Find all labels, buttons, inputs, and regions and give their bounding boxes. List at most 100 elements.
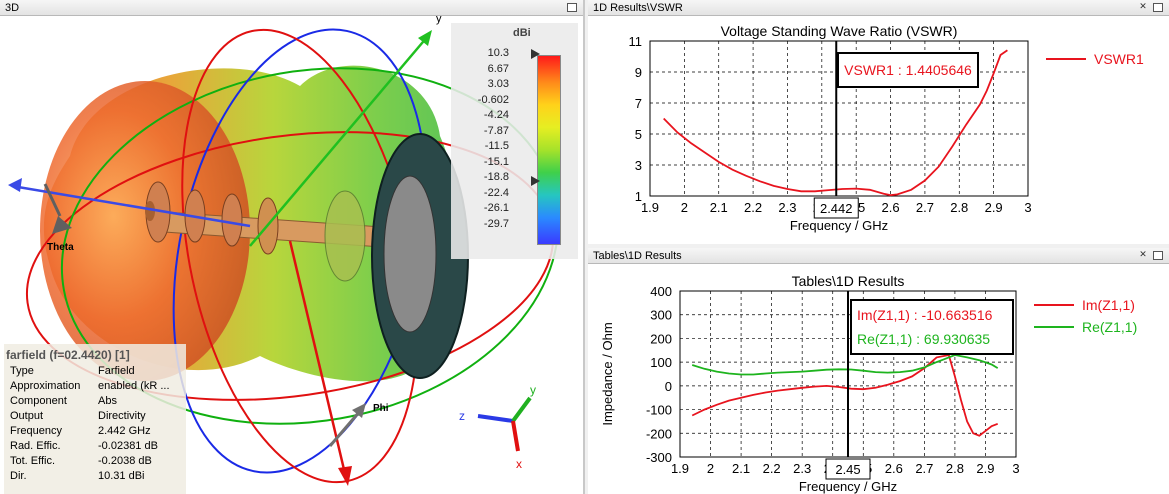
phi-arrow — [328, 410, 362, 447]
im-annotation: Im(Z1,1) : -10.663516 — [857, 307, 993, 323]
farfield-info-row: Type Farfield — [4, 364, 186, 379]
y-tick-label: 0 — [665, 379, 672, 394]
info-key: Component — [10, 395, 67, 407]
color-scale-bar — [537, 55, 561, 245]
impedance-chart[interactable]: Tables\1D Results1.922.12.22.32.42.52.62… — [588, 264, 1169, 494]
arrow-head-icon — [8, 178, 22, 192]
info-value: -0.2038 dB — [98, 455, 152, 467]
y-tick-label: 1 — [635, 189, 642, 204]
panel-titlebar-tables[interactable]: Tables\1D Results ✕ — [588, 248, 1169, 264]
maximize-icon[interactable] — [567, 3, 577, 12]
x-tick-label: 3 — [1012, 461, 1019, 476]
triad-z-axis — [477, 414, 514, 423]
farfield-3d-panel[interactable]: 3D — [0, 0, 585, 494]
series-line — [691, 353, 999, 437]
info-value: enabled (kR ... — [98, 380, 170, 392]
info-value: Farfield — [98, 365, 135, 377]
info-key: Dir. — [10, 470, 27, 482]
info-key: Rad. Effic. — [10, 440, 61, 452]
x-tick-label: 2.9 — [985, 200, 1003, 215]
legend-value: -29.7 — [483, 217, 509, 230]
farfield-info-title: farfield (f=02.4420) [1] — [6, 348, 130, 362]
x-tick-label: 3 — [1024, 200, 1031, 215]
radiation-lobe-back — [40, 81, 250, 381]
y-tick-label: 9 — [635, 65, 642, 80]
farfield-info-row: Component Abs — [4, 394, 186, 409]
info-key: Approximation — [10, 380, 81, 392]
x-tick-label: 2.2 — [744, 200, 762, 215]
panel-title-vswr: 1D Results\VSWR — [593, 2, 683, 14]
theta-arrow — [43, 183, 62, 217]
triad-y-label: y — [530, 383, 536, 397]
legend-value: -22.4 — [483, 186, 509, 199]
vswr-annotation: VSWR1 : 1.4405646 — [844, 62, 972, 78]
x-tick-label: 2.6 — [882, 200, 900, 215]
y-tick-label: 100 — [650, 355, 672, 370]
director-disc-5 — [324, 190, 366, 282]
x-tick-label: 2.3 — [778, 200, 796, 215]
marker-label-box — [813, 197, 859, 219]
info-value: -0.02381 dB — [98, 440, 158, 452]
vswr-panel[interactable]: 1D Results\VSWR ✕ Voltage Standing Wave … — [588, 0, 1169, 244]
x-tick-label: 2.2 — [763, 461, 781, 476]
info-key: Output — [10, 410, 44, 422]
vswr-chart[interactable]: Voltage Standing Wave Ratio (VSWR) 1.9 2 2.… — [588, 16, 1169, 244]
marker-label-box — [825, 458, 871, 480]
legend-unit: dBi — [513, 27, 531, 39]
max-marker-icon — [531, 49, 540, 59]
farfield-info-box: farfield (f=02.4420) [1] Type Farfield App… — [4, 344, 186, 494]
phi-label: Phi — [373, 403, 389, 414]
director-disc-3 — [221, 193, 243, 247]
axis-z-line — [11, 184, 251, 228]
y-tick-label: 300 — [650, 308, 672, 323]
marker-label: 2.45 — [835, 462, 860, 477]
farfield-info-row: Frequency 2.442 GHz — [4, 424, 186, 439]
farfield-info-row: Dir. 10.31 dBi — [4, 469, 186, 484]
x-tick-label: 2.9 — [976, 461, 994, 476]
legend-value: -4.24 — [483, 109, 509, 121]
impedance-annotation-box — [850, 299, 1014, 355]
chart-title: Voltage Standing Wave Ratio (VSWR) — [721, 23, 958, 39]
arrow-head-icon — [352, 403, 366, 418]
farfield-info-row: Approximation enabled (kR ... — [4, 379, 186, 394]
legend-entry: VSWR1 — [1094, 51, 1144, 67]
legend-entry: Im(Z1,1) — [1082, 297, 1135, 313]
x-tick-label: 1.9 — [641, 200, 659, 215]
y-tick-label: 200 — [650, 331, 672, 346]
legend-labels: 10.3 6.67 3.03 -0.602 -4.24 -7.87 -11.5 -15.1 -1… — [457, 47, 509, 233]
info-value: 10.31 dBi — [98, 470, 145, 482]
level-marker-icon — [531, 176, 540, 186]
x-tick-label: 2.3 — [793, 461, 811, 476]
close-icon[interactable]: ✕ — [1139, 1, 1147, 11]
arrow-head-icon — [418, 30, 432, 46]
re-annotation: Re(Z1,1) : 69.930635 — [857, 331, 990, 347]
legend-value: 10.3 — [487, 47, 509, 59]
x-tick-label: 1.9 — [671, 461, 689, 476]
close-icon[interactable]: ✕ — [1139, 249, 1147, 259]
legend-value: -15.1 — [483, 155, 509, 168]
panel-titlebar-3d[interactable]: 3D — [0, 0, 583, 16]
panel-titlebar-vswr[interactable]: 1D Results\VSWR ✕ — [588, 0, 1169, 16]
triad-y-axis — [511, 396, 532, 423]
x-axis-label: Frequency / GHz — [790, 218, 888, 233]
legend-entry: Re(Z1,1) — [1082, 319, 1137, 335]
legend-value: -7.87 — [483, 124, 509, 137]
x-tick-label: 2.8 — [950, 200, 968, 215]
vswr-annotation-box — [837, 52, 979, 88]
maximize-icon[interactable] — [1153, 251, 1163, 260]
farfield-info-row: Tot. Effic. -0.2038 dB — [4, 454, 186, 469]
legend-value: -0.602 — [477, 93, 509, 106]
info-value: 2.442 GHz — [98, 425, 151, 437]
panel-title-3d: 3D — [5, 2, 20, 14]
y-tick-label: 5 — [635, 127, 642, 142]
maximize-icon[interactable] — [1153, 3, 1163, 12]
farfield-info-row: Output Directivity — [4, 409, 186, 424]
info-key: Type — [10, 365, 34, 377]
chart-title: Tables\1D Results — [792, 273, 905, 289]
x-tick-label: 2.7 — [916, 200, 934, 215]
panel-title-tables: Tables\1D Results — [593, 250, 682, 262]
axis-y-label-top: y — [436, 16, 442, 25]
triad-x-axis — [511, 420, 520, 452]
legend-value: 3.03 — [487, 78, 509, 90]
impedance-panel[interactable]: Tables\1D Results ✕ Tables\1D Results 1.9… — [588, 248, 1169, 494]
